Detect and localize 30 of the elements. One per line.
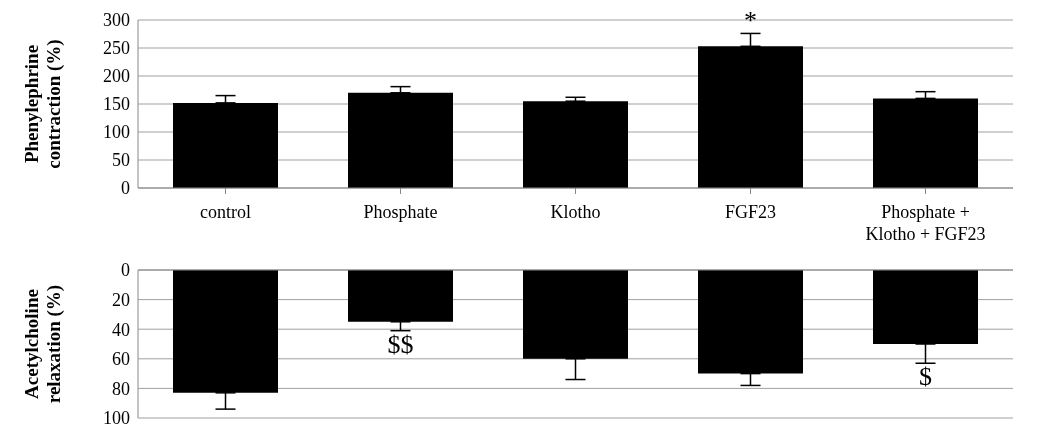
y-tick-label: 40 xyxy=(112,319,130,340)
y-tick-label: 80 xyxy=(112,378,130,399)
x-tick-label: FGF23 xyxy=(724,202,777,222)
bar xyxy=(173,102,278,188)
y-tick-label: 60 xyxy=(112,349,130,370)
y-tick-label: 0 xyxy=(121,178,130,199)
x-tick-label: control xyxy=(200,202,251,222)
x-tick-label: Phosphate + Klotho + FGF23 xyxy=(865,202,986,244)
y-tick-label: 250 xyxy=(103,38,130,59)
data-label: $$ xyxy=(387,329,414,359)
y-tick-label: 20 xyxy=(112,289,130,310)
x-tick-label: Klotho xyxy=(550,202,601,222)
data-label: * xyxy=(744,6,757,36)
bar xyxy=(873,270,978,344)
y-tick-label: 150 xyxy=(103,94,130,115)
bar xyxy=(173,270,278,393)
bar xyxy=(523,101,628,188)
bar xyxy=(348,92,453,188)
data-label: $ xyxy=(919,362,932,392)
y-tick-label: 200 xyxy=(103,66,130,87)
y-tick-label: 0 xyxy=(121,260,130,281)
y-axis-title: Phenylephrine contraction (%) xyxy=(21,39,65,169)
y-tick-label: 100 xyxy=(103,122,130,143)
bar xyxy=(523,270,628,359)
y-tick-label: 100 xyxy=(103,408,130,429)
bar xyxy=(348,270,453,322)
y-tick-label: 300 xyxy=(103,10,130,31)
x-tick-label: Phosphate xyxy=(363,202,438,222)
y-tick-label: 50 xyxy=(112,150,130,171)
y-axis-title: Acetylcholine relaxation (%) xyxy=(21,284,65,404)
